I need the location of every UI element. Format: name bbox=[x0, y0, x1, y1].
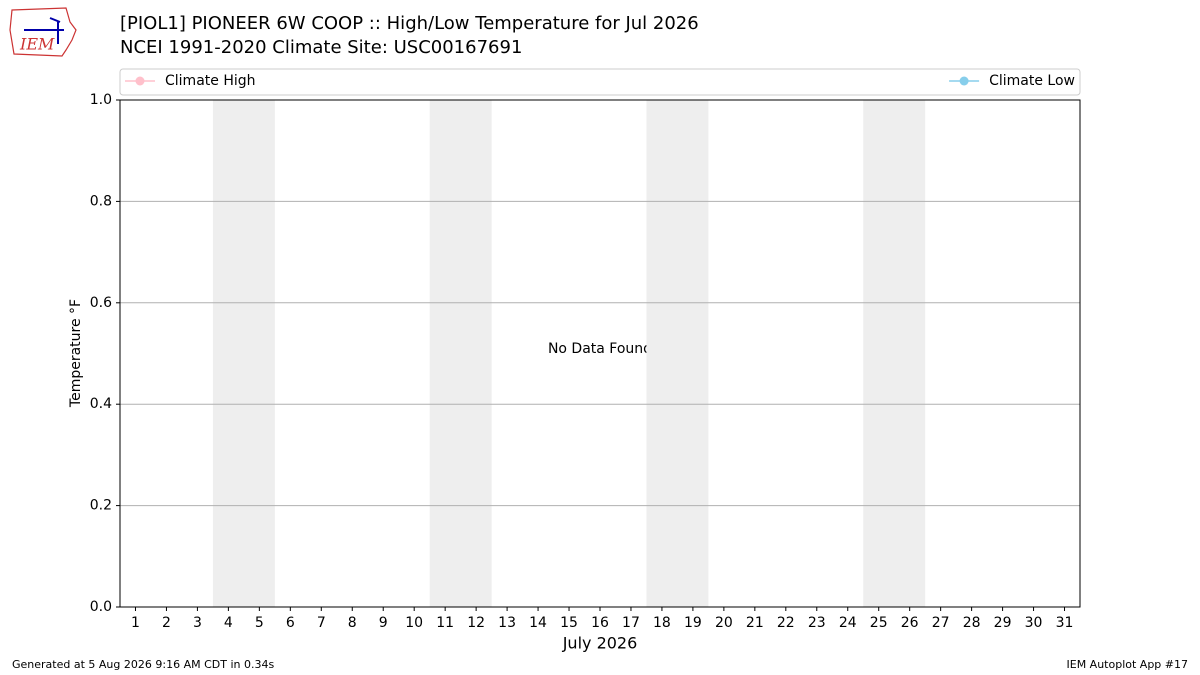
x-tick-label: 29 bbox=[994, 615, 1012, 631]
x-tick-label: 9 bbox=[379, 615, 388, 631]
y-axis-label: Temperature °F bbox=[68, 299, 84, 408]
logo-text: IEM bbox=[19, 35, 55, 54]
x-tick-label: 28 bbox=[963, 615, 981, 631]
x-tick-label: 19 bbox=[684, 615, 702, 631]
logo: IEM bbox=[9, 7, 77, 57]
x-tick-label: 14 bbox=[529, 615, 547, 631]
x-tick-label: 17 bbox=[622, 615, 640, 631]
legend-box bbox=[119, 68, 1081, 96]
x-tick-label: 2 bbox=[162, 615, 171, 631]
y-tick-label: 0.6 bbox=[90, 295, 112, 311]
y-tick-label: 0.4 bbox=[90, 396, 112, 412]
x-tick-label: 16 bbox=[591, 615, 609, 631]
legend-label: Climate High bbox=[165, 73, 256, 89]
x-tick-label: 4 bbox=[224, 615, 233, 631]
x-tick-label: 3 bbox=[193, 615, 202, 631]
footer-left: Generated at 5 Aug 2026 9:16 AM CDT in 0… bbox=[12, 658, 274, 671]
y-tick-label: 0.2 bbox=[90, 498, 112, 514]
x-tick-label: 10 bbox=[405, 615, 423, 631]
x-tick-label: 7 bbox=[317, 615, 326, 631]
x-tick-label: 8 bbox=[348, 615, 357, 631]
x-tick-label: 24 bbox=[839, 615, 857, 631]
weekend-shade bbox=[212, 100, 275, 607]
y-tick-label: 1.0 bbox=[90, 92, 112, 108]
chart-subtitle: NCEI 1991-2020 Climate Site: USC00167691 bbox=[120, 37, 522, 58]
logo-vane bbox=[49, 17, 61, 23]
x-tick-label: 21 bbox=[746, 615, 764, 631]
legend-marker bbox=[135, 76, 145, 86]
chart-title: [PIOL1] PIONEER 6W COOP :: High/Low Temp… bbox=[120, 13, 699, 34]
x-tick-label: 25 bbox=[870, 615, 888, 631]
x-tick-label: 6 bbox=[286, 615, 295, 631]
x-tick-label: 31 bbox=[1056, 615, 1074, 631]
x-tick-label: 1 bbox=[131, 615, 140, 631]
x-tick-label: 12 bbox=[467, 615, 485, 631]
x-tick-label: 22 bbox=[777, 615, 795, 631]
x-tick-label: 27 bbox=[932, 615, 950, 631]
weekend-shade bbox=[863, 100, 926, 607]
x-tick-label: 26 bbox=[901, 615, 919, 631]
y-tick-label: 0.0 bbox=[90, 599, 112, 615]
plot-frame bbox=[119, 99, 1081, 608]
x-tick-label: 18 bbox=[653, 615, 671, 631]
x-tick-label: 15 bbox=[560, 615, 578, 631]
logo-outline bbox=[9, 7, 77, 57]
x-tick-label: 30 bbox=[1025, 615, 1043, 631]
x-tick-label: 23 bbox=[808, 615, 826, 631]
legend-label: Climate Low bbox=[989, 73, 1075, 89]
x-axis-label: July 2026 bbox=[562, 634, 638, 653]
x-tick-label: 13 bbox=[498, 615, 516, 631]
x-tick-label: 11 bbox=[436, 615, 454, 631]
annotation: No Data Found bbox=[548, 341, 652, 357]
y-tick-label: 0.8 bbox=[90, 193, 112, 209]
footer-right: IEM Autoplot App #17 bbox=[1067, 658, 1189, 671]
x-tick-label: 20 bbox=[715, 615, 733, 631]
legend-marker bbox=[959, 76, 969, 86]
x-tick-label: 5 bbox=[255, 615, 264, 631]
weekend-shade bbox=[646, 100, 709, 607]
weekend-shade bbox=[429, 100, 492, 607]
